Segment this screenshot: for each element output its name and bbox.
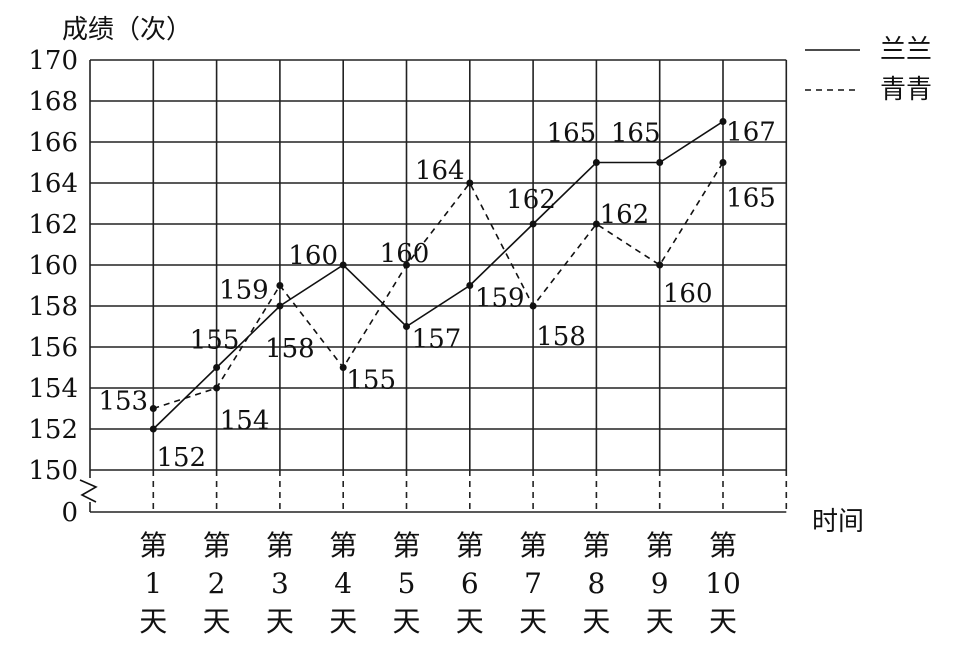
data-point [276,302,284,310]
x-category-label: 天 [582,605,610,638]
data-label: 164 [415,156,465,186]
data-label: 165 [611,119,661,149]
data-point [529,220,537,228]
x-category-label: 4 [334,567,352,600]
axis-break-icon [79,479,98,503]
x-category-label: 天 [709,605,737,638]
data-label: 162 [506,185,556,215]
y-tick-label: 152 [28,415,78,445]
y-axis-label: 成绩（次） [62,15,192,45]
data-label: 157 [412,325,462,355]
x-category-label: 天 [203,605,231,638]
data-point [213,384,221,392]
data-label: 159 [219,276,269,306]
data-label: 158 [265,334,315,364]
x-category-label: 第 [329,529,357,562]
data-point [276,282,284,289]
x-category-label: 7 [524,567,542,600]
x-category-label: 6 [461,567,479,600]
y-tick-label: 160 [28,251,78,281]
x-category-label: 第 [582,529,610,562]
x-category-label: 天 [139,605,167,638]
x-category-label: 天 [392,605,420,638]
x-category-label: 3 [271,567,289,600]
data-point [213,364,221,371]
x-category-label: 1 [144,567,162,600]
y-tick-label: 154 [28,374,78,404]
x-category-label: 2 [208,567,226,600]
data-point [466,179,474,187]
data-label: 155 [190,326,240,356]
data-label: 160 [663,279,713,309]
y-tick-label: 156 [28,333,78,363]
data-point [529,302,537,310]
x-category-label: 第 [456,529,484,562]
data-label: 153 [98,387,148,417]
x-category-label: 第 [646,529,674,562]
series-line-qingqing [153,162,724,410]
data-point [339,261,347,269]
y-tick-label: 170 [28,46,78,76]
y-tick-label: 168 [28,87,78,117]
x-category-label: 10 [705,567,741,600]
data-label: 154 [220,406,270,436]
data-label: 152 [156,443,206,473]
x-category-label: 天 [646,605,674,638]
data-point [403,261,410,269]
data-point [656,261,664,269]
legend-label-qingqing: 青青 [880,75,932,105]
x-category-label: 5 [398,567,416,600]
x-category-label: 8 [587,567,605,600]
x-category-label: 第 [266,529,294,562]
data-point [592,159,600,166]
y-ticks: 0 150 152 154 156 158 160 162 164 166 168 170 [28,46,78,528]
x-category-label: 第 [139,529,167,562]
grid [79,59,788,513]
x-category-label: 第 [203,529,231,562]
data-label: 165 [726,184,776,214]
x-axis-label: 时间 [812,507,864,537]
data-label: 165 [547,119,597,149]
x-category-label: 天 [329,605,357,638]
data-label: 155 [346,366,396,396]
y-tick-label: 0 [61,498,78,528]
legend: 兰兰 青青 [805,35,932,105]
series: 152 155 158 160 157 159 162 165 165 167 153 154 159 1… [98,118,775,474]
x-category-label: 第 [709,529,737,562]
y-tick-label: 158 [28,292,78,322]
x-category-label: 天 [266,605,294,638]
x-category-label: 第 [519,529,547,562]
data-point [149,425,157,433]
data-label: 159 [475,284,525,314]
data-point [149,405,157,412]
x-category-label: 第 [392,529,420,562]
x-categories: 第 1 天 第 2 天 第 3 天 第 4 天 第 5 天 第 6 天 第 7 天 第 8 天 第 9 天 第 10 天 [139,529,741,638]
x-category-label: 9 [651,567,669,600]
data-point [656,159,664,166]
data-label: 162 [600,200,650,230]
data-point [466,282,474,289]
y-tick-label: 150 [28,456,78,486]
data-point [719,118,727,125]
legend-label-lanlan: 兰兰 [880,35,932,65]
data-label: 160 [288,241,338,271]
data-point [719,159,727,166]
data-point [403,323,410,330]
y-tick-label: 166 [28,128,78,158]
x-category-label: 天 [456,605,484,638]
data-label: 160 [380,239,430,269]
data-point [592,220,600,228]
y-tick-label: 162 [28,210,78,240]
data-point [339,364,347,371]
x-category-label: 天 [519,605,547,638]
data-label: 167 [726,118,776,148]
data-label: 158 [536,322,586,352]
y-tick-label: 164 [28,169,78,199]
